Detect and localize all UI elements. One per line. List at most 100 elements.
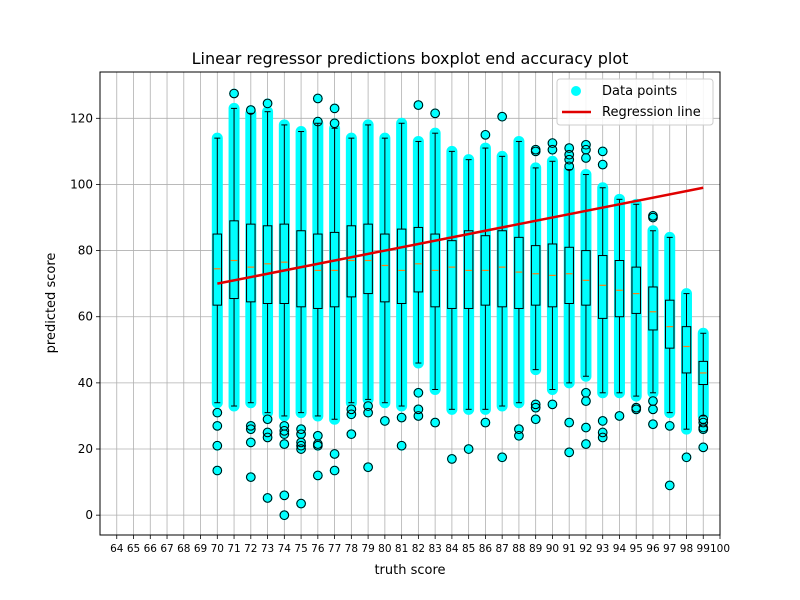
box-iqr bbox=[681, 326, 692, 374]
legend: Data points Regression line bbox=[556, 78, 714, 126]
data-point bbox=[547, 144, 558, 155]
box-iqr bbox=[447, 240, 457, 309]
data-point bbox=[597, 432, 608, 443]
box-outlier bbox=[380, 416, 390, 426]
data-point bbox=[530, 146, 541, 157]
x-tick-label: 89 bbox=[529, 543, 542, 555]
legend-box bbox=[556, 78, 714, 126]
data-point bbox=[580, 439, 591, 450]
box-outlier bbox=[212, 440, 223, 451]
box-outlier bbox=[430, 108, 440, 119]
chart-title: Linear regressor predictions boxplot end… bbox=[192, 49, 629, 68]
box-outlier bbox=[648, 419, 658, 430]
box-outlier bbox=[296, 440, 306, 451]
box-outlier bbox=[547, 138, 558, 148]
box-outlier bbox=[597, 416, 608, 426]
data-point bbox=[329, 465, 340, 476]
box-iqr bbox=[346, 225, 357, 298]
box-outlier bbox=[212, 421, 223, 431]
box-iqr bbox=[246, 223, 256, 303]
x-tick-label: 71 bbox=[227, 543, 240, 555]
data-point bbox=[430, 108, 441, 119]
box-outlier bbox=[296, 498, 306, 509]
box-outlier bbox=[447, 454, 457, 464]
box-outlier bbox=[698, 417, 709, 428]
box-iqr bbox=[664, 299, 675, 349]
data-point bbox=[229, 88, 240, 99]
box-iqr bbox=[581, 250, 591, 306]
box-outlier bbox=[530, 414, 541, 425]
data-point bbox=[296, 429, 307, 440]
box-outlier bbox=[497, 452, 507, 463]
box-outlier bbox=[413, 411, 424, 421]
box-outlier bbox=[346, 429, 357, 439]
box-outlier bbox=[614, 411, 625, 421]
y-axis-ticks: 0 20 40 60 80 100 120 bbox=[70, 111, 100, 522]
box-iqr bbox=[463, 230, 474, 309]
data-point bbox=[580, 396, 591, 407]
box-outlier bbox=[547, 144, 558, 155]
legend-regression-label: Regression line bbox=[602, 105, 701, 120]
data-point bbox=[430, 417, 441, 428]
data-point bbox=[647, 212, 658, 223]
x-tick-label: 69 bbox=[194, 543, 207, 555]
x-tick-label: 95 bbox=[630, 543, 643, 555]
box-iqr bbox=[597, 255, 608, 319]
x-tick-label: 64 bbox=[110, 543, 124, 555]
data-point bbox=[463, 444, 474, 455]
y-tick-label: 80 bbox=[78, 244, 93, 258]
box-iqr bbox=[530, 245, 541, 306]
data-point bbox=[413, 387, 424, 398]
plot-frame bbox=[99, 71, 721, 536]
box-outlier bbox=[581, 422, 591, 433]
data-point bbox=[296, 498, 307, 509]
box-outlier bbox=[547, 399, 558, 410]
box-outlier bbox=[313, 470, 323, 481]
box-iqr bbox=[430, 233, 440, 308]
data-point bbox=[262, 492, 273, 503]
data-point bbox=[413, 410, 424, 421]
box-iqr bbox=[631, 266, 641, 314]
box-outlier bbox=[530, 399, 541, 410]
data-point bbox=[363, 407, 374, 418]
data-point bbox=[296, 444, 307, 455]
data-point bbox=[631, 404, 642, 415]
data-point bbox=[547, 399, 558, 410]
box-outlier bbox=[581, 153, 591, 163]
data-point bbox=[530, 414, 541, 425]
box-outlier bbox=[246, 421, 256, 431]
data-point bbox=[597, 159, 608, 170]
data-point bbox=[530, 402, 541, 413]
box-outlier bbox=[363, 407, 373, 418]
data-point bbox=[279, 429, 290, 440]
box-iqr bbox=[648, 286, 658, 331]
data-point bbox=[564, 161, 575, 172]
x-tick-label: 70 bbox=[211, 543, 224, 555]
x-tick-label: 65 bbox=[127, 543, 140, 555]
regression-line-group bbox=[217, 186, 704, 285]
regression-line bbox=[217, 186, 704, 285]
box-outlier bbox=[530, 146, 541, 157]
x-tick-label: 86 bbox=[479, 543, 493, 555]
box-outlier bbox=[681, 452, 692, 463]
box-iqr bbox=[262, 225, 273, 305]
box-iqr bbox=[698, 360, 708, 386]
data-point bbox=[647, 396, 658, 407]
box-outlier bbox=[698, 424, 709, 434]
data-point bbox=[312, 440, 323, 451]
box-outlier bbox=[564, 447, 574, 458]
data-point bbox=[312, 430, 323, 441]
box-iqr bbox=[329, 231, 340, 308]
box-outlier bbox=[530, 402, 541, 413]
box-outlier bbox=[363, 401, 373, 411]
data-point bbox=[513, 430, 524, 441]
x-tick-label: 80 bbox=[378, 543, 391, 555]
box-iqr bbox=[564, 246, 574, 304]
box-outlier bbox=[363, 462, 373, 473]
data-point bbox=[664, 420, 675, 431]
data-point bbox=[279, 490, 290, 501]
x-tick-label: 87 bbox=[495, 543, 508, 555]
data-point bbox=[212, 465, 223, 476]
x-tick-label: 73 bbox=[261, 543, 274, 555]
data-point bbox=[396, 412, 407, 423]
